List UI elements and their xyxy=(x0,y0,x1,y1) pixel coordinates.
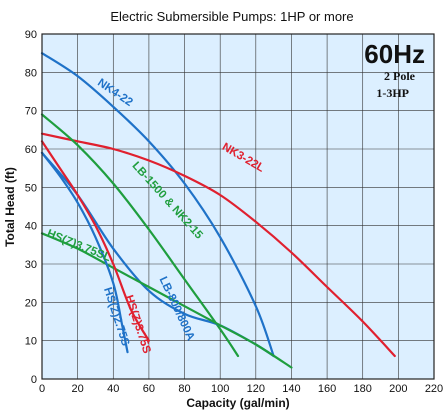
pole-label: 2 Pole xyxy=(384,69,416,83)
curve-hs-z-2-75s xyxy=(40,151,129,354)
frequency-label: 60Hz xyxy=(364,39,425,69)
x-tick-label: 180 xyxy=(354,383,372,395)
pump-curves xyxy=(40,52,396,369)
curve-nk4-22 xyxy=(40,52,275,358)
y-tick-label: 20 xyxy=(25,297,37,309)
x-tick-label: 220 xyxy=(425,383,443,395)
chart-title: Electric Submersible Pumps: 1HP or more xyxy=(110,9,353,24)
x-tick-label: 60 xyxy=(143,383,155,395)
x-axis-label: Capacity (gal/min) xyxy=(186,396,289,410)
curve-nk3-22l xyxy=(40,132,396,358)
x-tick-label: 20 xyxy=(72,383,84,395)
x-axis-ticks: 0 20 40 60 80 100 120 140 160 180 200 220 xyxy=(39,383,443,395)
y-tick-label: 90 xyxy=(25,29,37,41)
x-tick-label: 80 xyxy=(178,383,190,395)
y-tick-label: 50 xyxy=(25,182,37,194)
y-axis-ticks: 0 10 20 30 40 50 60 70 80 90 xyxy=(25,29,37,386)
curve-lb-1500-nk2-15 xyxy=(40,113,240,358)
x-tick-label: 100 xyxy=(211,383,229,395)
x-tick-label: 140 xyxy=(282,383,300,395)
x-tick-label: 120 xyxy=(247,383,265,395)
x-tick-label: 160 xyxy=(318,383,336,395)
grid-lines xyxy=(42,34,434,379)
y-tick-label: 30 xyxy=(25,259,37,271)
plot-border xyxy=(41,33,435,380)
hp-range-label: 1-3HP xyxy=(376,86,409,100)
y-tick-label: 10 xyxy=(25,336,37,348)
x-tick-label: 200 xyxy=(389,383,407,395)
x-tick-label: 0 xyxy=(39,383,45,395)
y-tick-label: 70 xyxy=(25,106,37,118)
y-tick-label: 0 xyxy=(31,374,37,386)
curve-hs-z-3-75sl xyxy=(40,232,293,369)
y-tick-label: 60 xyxy=(25,144,37,156)
y-axis-label: Total Head (ft) xyxy=(3,167,17,247)
x-tick-label: 40 xyxy=(107,383,119,395)
curve-hs-z-3-75s xyxy=(40,140,151,342)
y-tick-label: 40 xyxy=(25,221,37,233)
y-tick-label: 80 xyxy=(25,67,37,79)
